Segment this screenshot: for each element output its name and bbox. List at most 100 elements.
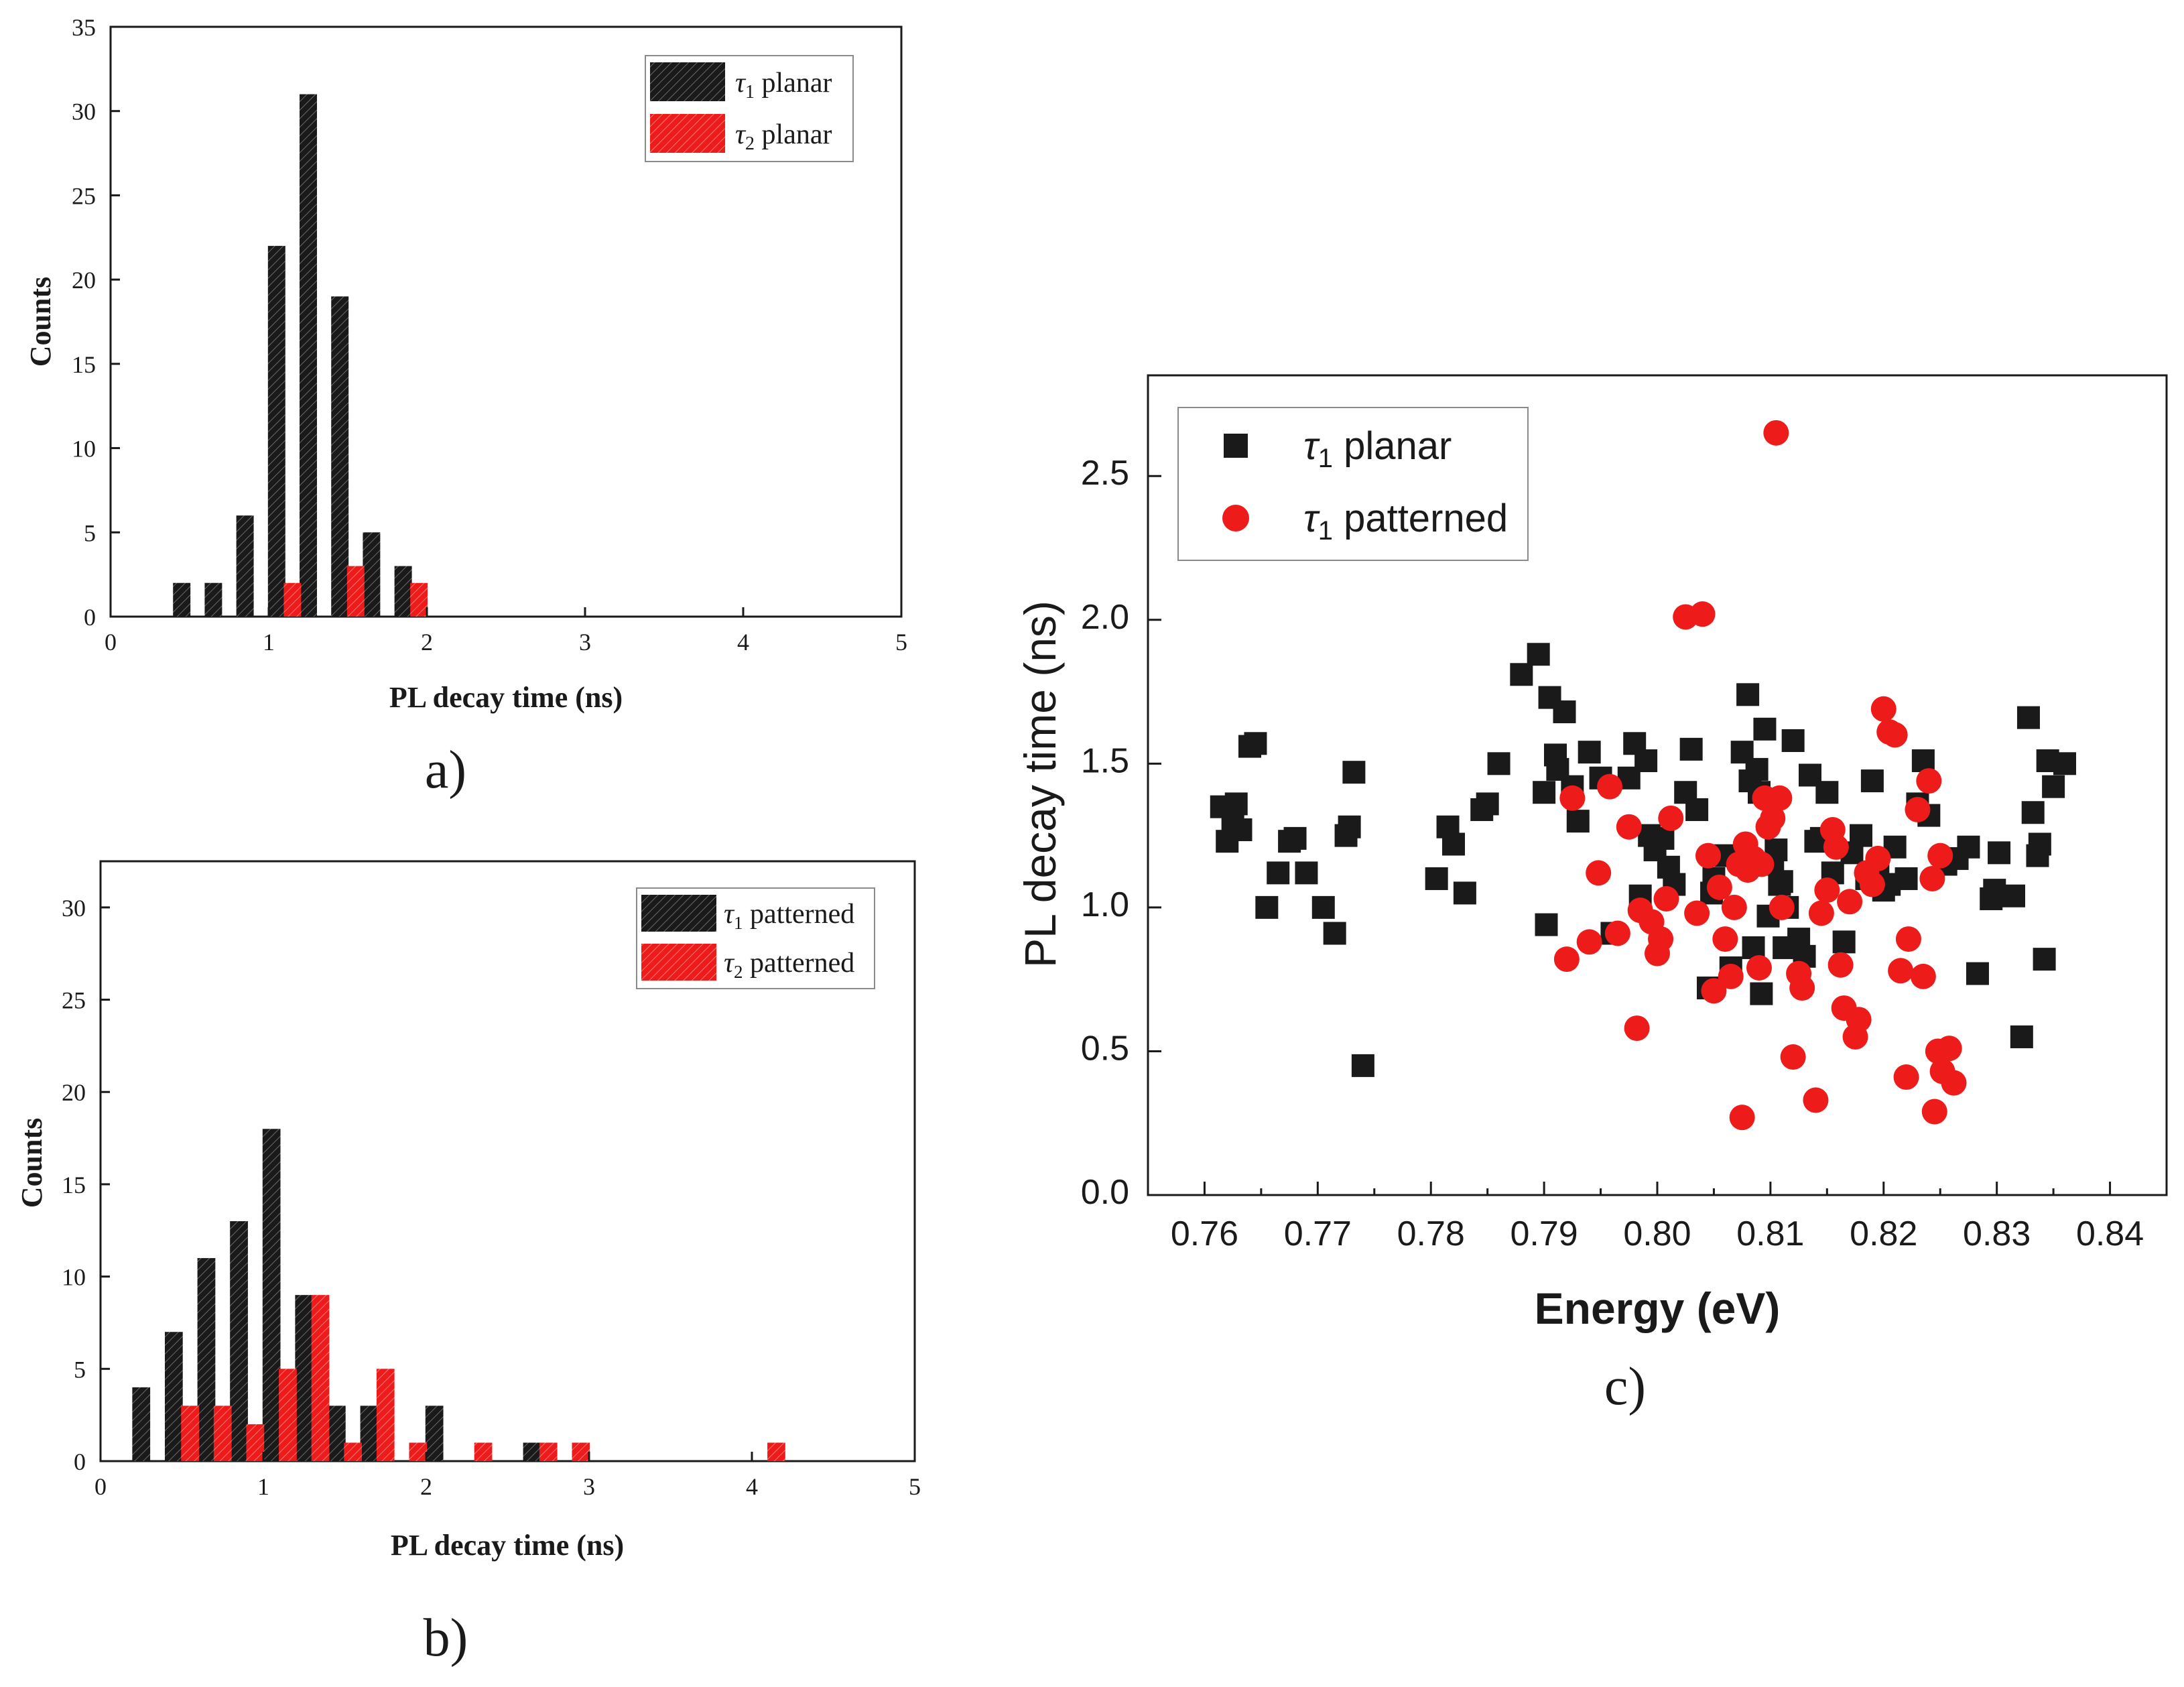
histogram-bar-black bbox=[236, 515, 254, 617]
scatter-point-patterned bbox=[1882, 722, 1908, 748]
histogram-bar-red bbox=[311, 1295, 330, 1461]
scatter-point-planar bbox=[1323, 922, 1346, 945]
legend-label-tau1-patterned-b: τ1 patterned bbox=[724, 899, 854, 933]
legend-sub-c2: 1 bbox=[1318, 516, 1333, 546]
histogram-bar-black bbox=[230, 1221, 248, 1461]
scatter-point-patterned bbox=[1870, 696, 1897, 722]
x-axis-label-b: PL decay time (ns) bbox=[391, 1529, 624, 1562]
x-tick-label: 1 bbox=[263, 629, 275, 655]
histogram-bar-black bbox=[425, 1405, 444, 1461]
plot-frame-a bbox=[109, 25, 903, 618]
scatter-point-planar bbox=[1894, 867, 1918, 890]
scatter-point-patterned bbox=[1721, 894, 1747, 920]
scatter-point-patterned bbox=[1808, 900, 1834, 926]
scatter-point-patterned bbox=[1695, 842, 1721, 869]
scatter-point-patterned bbox=[1684, 900, 1710, 926]
histogram-bar-black bbox=[363, 532, 381, 617]
scatter-point-planar bbox=[2002, 884, 2025, 908]
scatter-point-planar bbox=[1781, 729, 1805, 752]
scatter-point-planar bbox=[1634, 749, 1658, 773]
scatter-point-patterned bbox=[1769, 894, 1795, 920]
x-axis-label-c: Energy (eV) bbox=[1535, 1284, 1781, 1333]
scatter-point-planar bbox=[1425, 867, 1448, 890]
x-axis-label-a: PL decay time (ns) bbox=[389, 681, 623, 714]
scatter-point-patterned bbox=[1936, 1036, 1962, 1062]
scatter-point-planar bbox=[1679, 737, 1703, 761]
y-axis-label-c: PL decay time (ns) bbox=[1015, 601, 1065, 968]
legend-sub-c1: 1 bbox=[1318, 444, 1333, 473]
histogram-bar-red bbox=[346, 566, 365, 617]
histogram-bar-black bbox=[197, 1258, 216, 1461]
y-tick-label: 10 bbox=[72, 436, 96, 462]
scatter-point-patterned bbox=[1559, 785, 1586, 811]
histogram-bar-red bbox=[572, 1442, 590, 1461]
scatter-point-patterned bbox=[1748, 851, 1775, 877]
legend-suffix-a2: planar bbox=[755, 119, 832, 150]
scatter-point-patterned bbox=[1846, 1007, 1872, 1033]
plot-frame-b bbox=[99, 860, 916, 1462]
scatter-point-planar bbox=[1351, 1054, 1374, 1077]
histogram-bar-red bbox=[376, 1369, 395, 1461]
x-tick-label: 0.82 bbox=[1850, 1214, 1917, 1253]
scatter-point-patterned bbox=[1576, 929, 1602, 955]
x-tick-label: 5 bbox=[909, 1473, 921, 1500]
scatter-point-patterned bbox=[1712, 926, 1738, 952]
y-tick-label: 2.5 bbox=[1081, 454, 1129, 493]
legend-swatch-tau2-patterned-b bbox=[641, 944, 716, 981]
scatter-point-planar bbox=[1224, 792, 1248, 816]
legend-label-tau1-patterned-c: τ1 patterned bbox=[1303, 497, 1508, 546]
y-tick-label: 25 bbox=[62, 987, 86, 1014]
legend-tau-c2: τ bbox=[1303, 497, 1320, 540]
panel-label-a: a) bbox=[425, 741, 466, 800]
y-tick-label: 35 bbox=[72, 14, 96, 41]
legend-c: τ1 planar τ1 patterned bbox=[1177, 407, 1529, 561]
scatter-point-patterned bbox=[1767, 785, 1793, 811]
histogram-bar-black bbox=[173, 582, 191, 617]
histogram-bar-red bbox=[213, 1405, 232, 1461]
histogram-bar-red bbox=[410, 582, 428, 617]
scatter-point-patterned bbox=[1706, 874, 1732, 900]
scatter-point-planar bbox=[1566, 810, 1590, 833]
ticks-b: 0 1 2 3 4 5 0 5 10 15 20 25 30 bbox=[62, 895, 921, 1500]
panel-label-c: c) bbox=[1604, 1357, 1646, 1416]
scatter-point-planar bbox=[1476, 792, 1499, 816]
x-tick-label: 4 bbox=[737, 629, 749, 655]
x-tick-label: 0.81 bbox=[1736, 1214, 1804, 1253]
scatter-point-patterned bbox=[1763, 420, 1789, 446]
y-tick-label: 0.0 bbox=[1081, 1173, 1129, 1212]
scatter-point-patterned bbox=[1789, 975, 1815, 1001]
histogram-bar-black bbox=[267, 245, 285, 617]
y-tick-label: 20 bbox=[72, 267, 96, 294]
scatter-point-planar bbox=[1453, 881, 1476, 905]
scatter-point-planar bbox=[1770, 870, 1793, 893]
legend-sub-a2: 2 bbox=[745, 133, 755, 154]
ticks-c: 0.76 0.77 0.78 0.79 0.80 0.81 0.82 0.83 0.84 0.0 0… bbox=[1081, 454, 2144, 1253]
histogram-bar-black bbox=[132, 1387, 151, 1461]
scatter-point-patterned bbox=[1865, 845, 1891, 871]
scatter-point-patterned bbox=[1760, 805, 1786, 831]
bars-a bbox=[173, 94, 428, 617]
x-tick-label: 5 bbox=[895, 629, 907, 655]
histogram-bar-red bbox=[246, 1424, 265, 1461]
points-c bbox=[1210, 420, 2076, 1131]
histogram-bar-black bbox=[327, 1405, 346, 1461]
scatter-point-planar bbox=[1988, 841, 2011, 865]
scatter-point-planar bbox=[2033, 948, 2056, 971]
scatter-point-patterned bbox=[1919, 865, 1945, 891]
y-tick-label: 15 bbox=[62, 1172, 86, 1198]
scatter-point-planar bbox=[2021, 801, 2045, 824]
legend-marker-tau1-patterned-c bbox=[1222, 505, 1249, 532]
scatter-point-planar bbox=[1338, 815, 1361, 838]
histogram-bar-black bbox=[164, 1332, 183, 1461]
scatter-point-planar bbox=[1311, 895, 1335, 919]
legend-a: τ1 planar τ2 planar bbox=[645, 55, 854, 162]
legend-label-tau1-planar-c: τ1 planar bbox=[1303, 424, 1452, 473]
scatter-point-patterned bbox=[1814, 877, 1840, 903]
legend-tau-c1: τ bbox=[1303, 424, 1320, 468]
x-tick-label: 0.77 bbox=[1284, 1214, 1352, 1253]
scatter-point-planar bbox=[1533, 781, 1556, 804]
scatter-point-planar bbox=[1685, 798, 1709, 821]
y-tick-label: 10 bbox=[62, 1264, 86, 1291]
histogram-panel-b: 0 1 2 3 4 5 0 5 10 15 20 25 30 PL decay time (ns) Co… bbox=[15, 860, 921, 1668]
